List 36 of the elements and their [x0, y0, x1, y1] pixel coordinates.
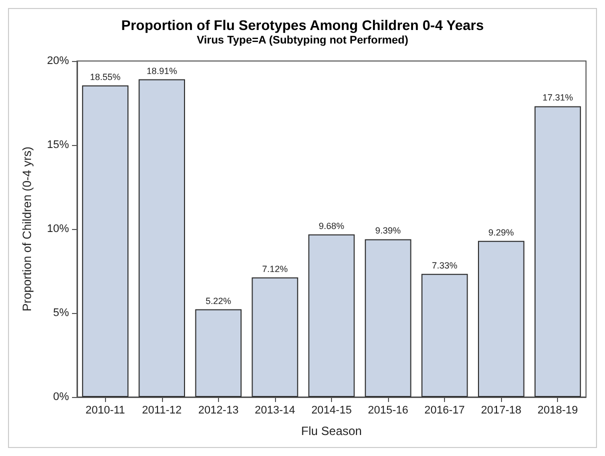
data-label: 18.91%: [146, 66, 178, 76]
y-tick-label: 20%: [46, 55, 70, 67]
data-label: 9.29%: [488, 227, 514, 238]
bar: [364, 239, 412, 397]
x-tick-label: 2016-17: [424, 404, 465, 416]
y-tick-label: 0%: [53, 391, 70, 403]
x-tick-label: 2013-14: [254, 404, 296, 416]
data-label: 7.12%: [262, 264, 288, 274]
y-axis-title: Proportion of Children (0-4 yrs): [20, 146, 34, 312]
bar: [195, 309, 242, 397]
x-tick-label: 2018-19: [538, 404, 578, 416]
data-label: 18.55%: [90, 72, 121, 82]
x-axis-title: Flu Season: [301, 424, 362, 438]
y-tick-label: 10%: [46, 223, 70, 235]
y-tick-label: 5%: [53, 307, 70, 319]
x-tick-label: 2014-15: [311, 404, 352, 416]
data-label: 7.33%: [432, 260, 458, 270]
bar: [421, 274, 468, 397]
data-label: 5.22%: [206, 296, 232, 306]
x-tick-label: 2017-18: [480, 404, 522, 416]
y-tick-label: 15%: [46, 139, 70, 151]
x-tick-label: 2012-13: [198, 404, 239, 416]
bar: [252, 277, 298, 397]
data-label: 9.68%: [318, 220, 344, 231]
x-tick-label: 2015-16: [368, 404, 408, 416]
bar: [82, 85, 128, 397]
x-tick-label: 2011-12: [142, 404, 182, 416]
bar: [138, 79, 186, 397]
bar: [478, 240, 524, 397]
chart-subtitle: Virus Type=A (Subtyping not Performed): [196, 34, 409, 46]
x-tick-label: 2010-11: [85, 404, 126, 416]
bar: [308, 234, 355, 397]
bar: [534, 106, 581, 397]
data-label: 9.39%: [375, 226, 401, 236]
chart-title: Proportion of Flu Serotypes Among Children 0-4 Years: [121, 17, 484, 33]
data-label: 17.31%: [542, 92, 573, 103]
